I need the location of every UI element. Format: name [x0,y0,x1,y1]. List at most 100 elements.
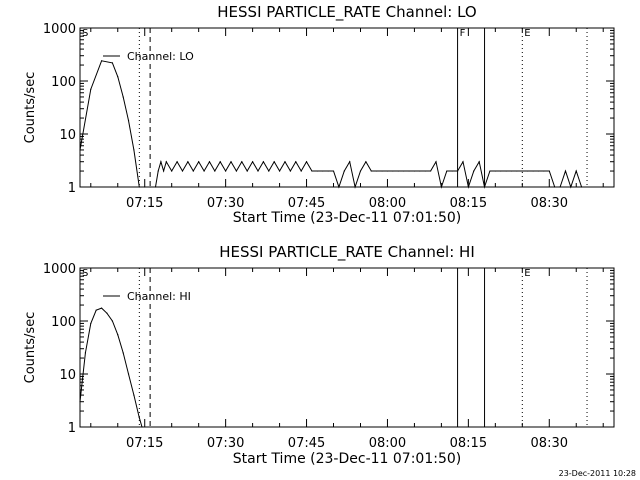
data-point [138,186,140,188]
y-tick-label: 100 [51,75,76,90]
y-tick-label: 1000 [43,22,76,37]
y-tick-label: 1000 [43,262,76,277]
data-point [214,170,216,172]
data-point [163,170,165,172]
data-point [510,170,513,172]
data-point [322,170,324,172]
data-point [365,161,367,163]
data-point [527,170,529,172]
data-point [154,186,157,188]
x-axis-label: Start Time (23-Dec-11 07:01:50) [233,451,461,467]
data-point [127,119,130,122]
legend-entry: Channel: LO [127,50,194,63]
data-point [532,170,534,172]
data-point [581,186,583,188]
data-point [160,161,162,163]
x-tick-label: 07:30 [207,436,244,451]
data-point [100,60,103,62]
data-point [537,170,540,172]
data-point [343,170,345,172]
x-tick-label: 08:00 [369,196,406,211]
data-point [122,352,124,354]
legend-entry: Channel: HI [127,290,191,303]
data-point [430,170,432,172]
y-axis-label: Counts/sec [23,312,38,384]
x-tick-label: 07:15 [126,436,163,451]
data-point [473,170,475,172]
data-point [127,373,130,375]
data-point [316,170,318,172]
data-point [295,161,297,163]
data-point [381,170,383,172]
data-point [133,149,135,151]
data-point [456,170,459,172]
data-point [79,401,81,403]
data-point [157,170,159,172]
marker-label: E [524,28,530,39]
data-point [478,161,480,163]
data-point [117,76,119,78]
data-point [435,161,437,163]
data-point [500,170,502,172]
data-point [95,309,97,311]
data-series-line [79,60,583,189]
data-point [564,170,567,172]
data-point [90,88,92,90]
data-point [273,161,275,163]
data-point [300,170,302,172]
x-tick-label: 07:15 [126,196,163,211]
data-point [543,170,545,172]
data-point [575,170,577,172]
data-point [446,170,448,172]
x-axis-label: Start Time (23-Dec-11 07:01:50) [233,210,461,226]
plot-frame [79,27,615,188]
data-point [554,186,556,188]
data-point [117,334,119,336]
marker-label: S [82,28,88,39]
data-point [349,161,351,163]
data-point [138,417,140,419]
data-point [354,186,356,188]
data-point [305,161,308,163]
data-point [111,62,113,64]
data-point [570,186,572,188]
data-point [311,170,313,172]
plot-frame [79,267,615,428]
x-tick-label: 07:45 [288,196,325,211]
data-point [327,170,329,172]
y-axis-label: Counts/sec [23,72,38,144]
data-point [230,161,232,163]
data-point [278,170,281,172]
data-point [208,161,211,163]
data-point [133,394,135,396]
x-tick-label: 08:30 [531,436,568,451]
data-point [181,170,184,172]
data-point [559,186,561,188]
data-point [462,161,464,163]
x-tick-label: 08:15 [450,436,487,451]
data-point [419,170,421,172]
data-point [289,170,291,172]
data-point [235,170,238,172]
y-tick-label: 10 [59,128,76,143]
data-point [483,186,486,188]
data-point [386,170,389,172]
data-point [451,170,453,172]
data-point [252,161,254,163]
data-point [241,161,243,163]
data-point [257,170,259,172]
data-point [144,186,146,188]
data-point [187,161,189,163]
data-point [397,170,399,172]
y-tick-label: 1 [68,181,76,196]
data-point [79,149,81,151]
marker-label: E [524,268,530,279]
data-point [246,170,248,172]
data-point [122,96,124,98]
y-tick-label: 100 [51,315,76,330]
y-tick-label: 1 [68,421,76,436]
data-point [225,170,227,172]
data-point [516,170,518,172]
x-tick-label: 08:30 [531,196,568,211]
